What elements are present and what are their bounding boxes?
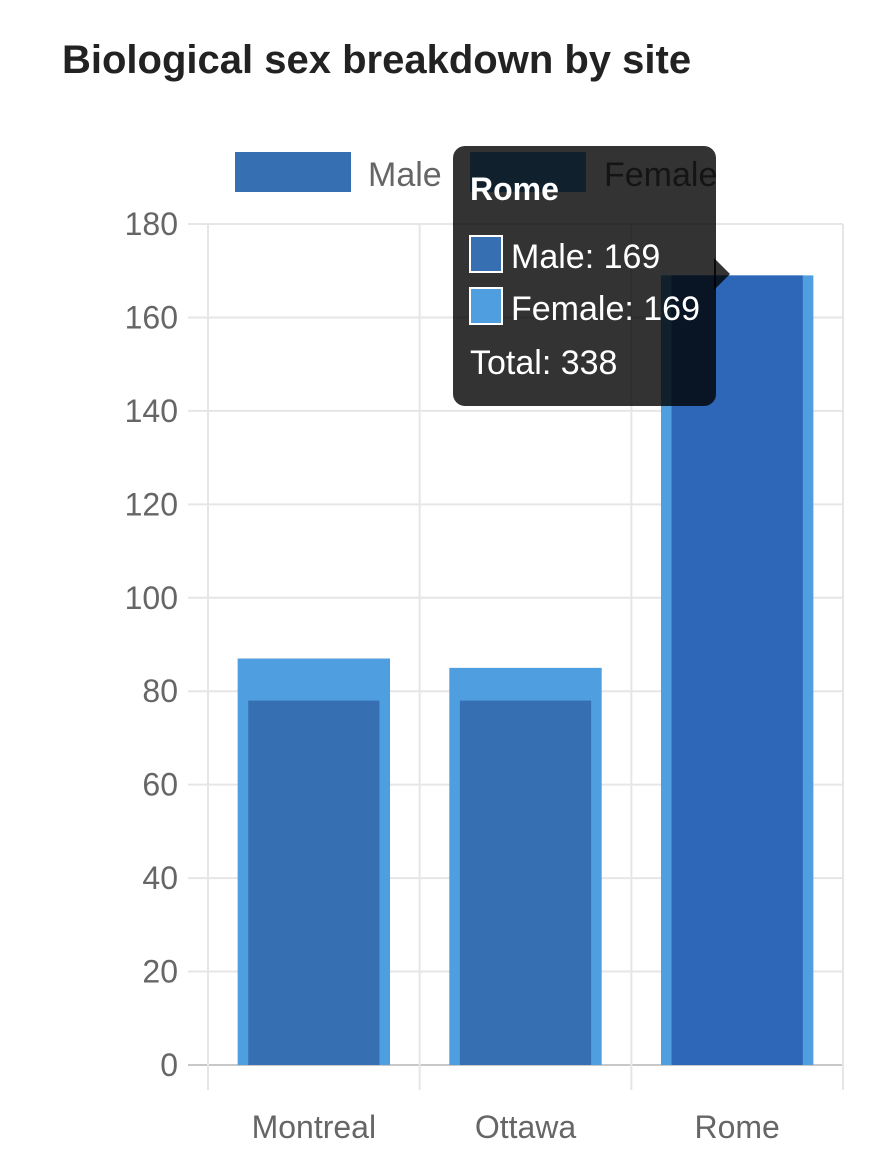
bar-male-montreal <box>248 700 380 1065</box>
tooltip-total: Total: 338 <box>470 344 617 382</box>
y-tick-label: 80 <box>142 673 178 709</box>
tooltip-line: Male: 169 <box>511 238 660 276</box>
x-tick-label: Montreal <box>252 1109 377 1145</box>
y-tick-label: 120 <box>125 486 178 522</box>
tooltip-caret <box>714 258 730 290</box>
y-tick-label: 100 <box>125 580 178 616</box>
tooltip-title: Rome <box>470 171 559 207</box>
legend-swatch-male <box>235 152 351 192</box>
y-tick-label: 40 <box>142 860 178 896</box>
y-tick-label: 140 <box>125 393 178 429</box>
x-tick-label: Rome <box>694 1109 779 1145</box>
tooltip-swatch <box>469 235 503 273</box>
y-tick-label: 160 <box>125 299 178 335</box>
legend-label-male: Male <box>368 156 442 194</box>
chart-title: Biological sex breakdown by site <box>62 38 692 82</box>
tooltip-box <box>453 146 716 406</box>
y-tick-label: 20 <box>142 954 178 990</box>
tooltip-line: Female: 169 <box>511 290 700 328</box>
bar-male-ottawa <box>459 700 592 1065</box>
tooltip-swatch <box>469 287 503 325</box>
x-tick-label: Ottawa <box>475 1109 577 1145</box>
y-tick-label: 0 <box>160 1047 178 1083</box>
bar-male-rome <box>671 275 803 1066</box>
y-tick-label: 180 <box>125 206 178 242</box>
y-tick-label: 60 <box>142 767 178 803</box>
